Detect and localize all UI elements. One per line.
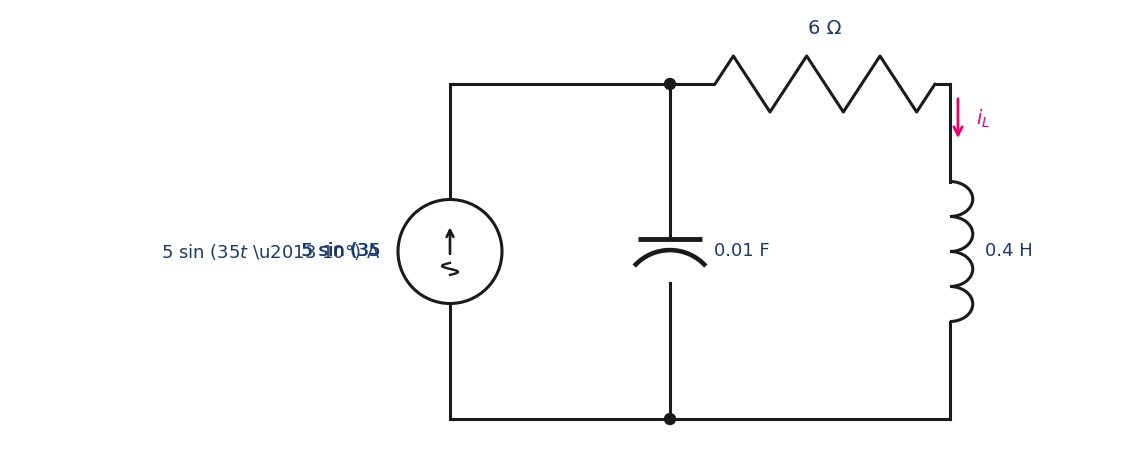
Text: 0.4 H: 0.4 H (985, 243, 1032, 261)
Text: 0.01 F: 0.01 F (714, 243, 770, 261)
Circle shape (664, 79, 675, 90)
Text: 5 sin (35: 5 sin (35 (302, 243, 381, 261)
Circle shape (664, 413, 675, 425)
Text: 5 sin (35$t$ \u2013 10°) A: 5 sin (35$t$ \u2013 10°) A (160, 241, 380, 262)
Text: $i_L$: $i_L$ (976, 107, 991, 130)
Text: 6 Ω: 6 Ω (808, 19, 842, 38)
Text: 5 sin (35: 5 sin (35 (301, 243, 380, 261)
